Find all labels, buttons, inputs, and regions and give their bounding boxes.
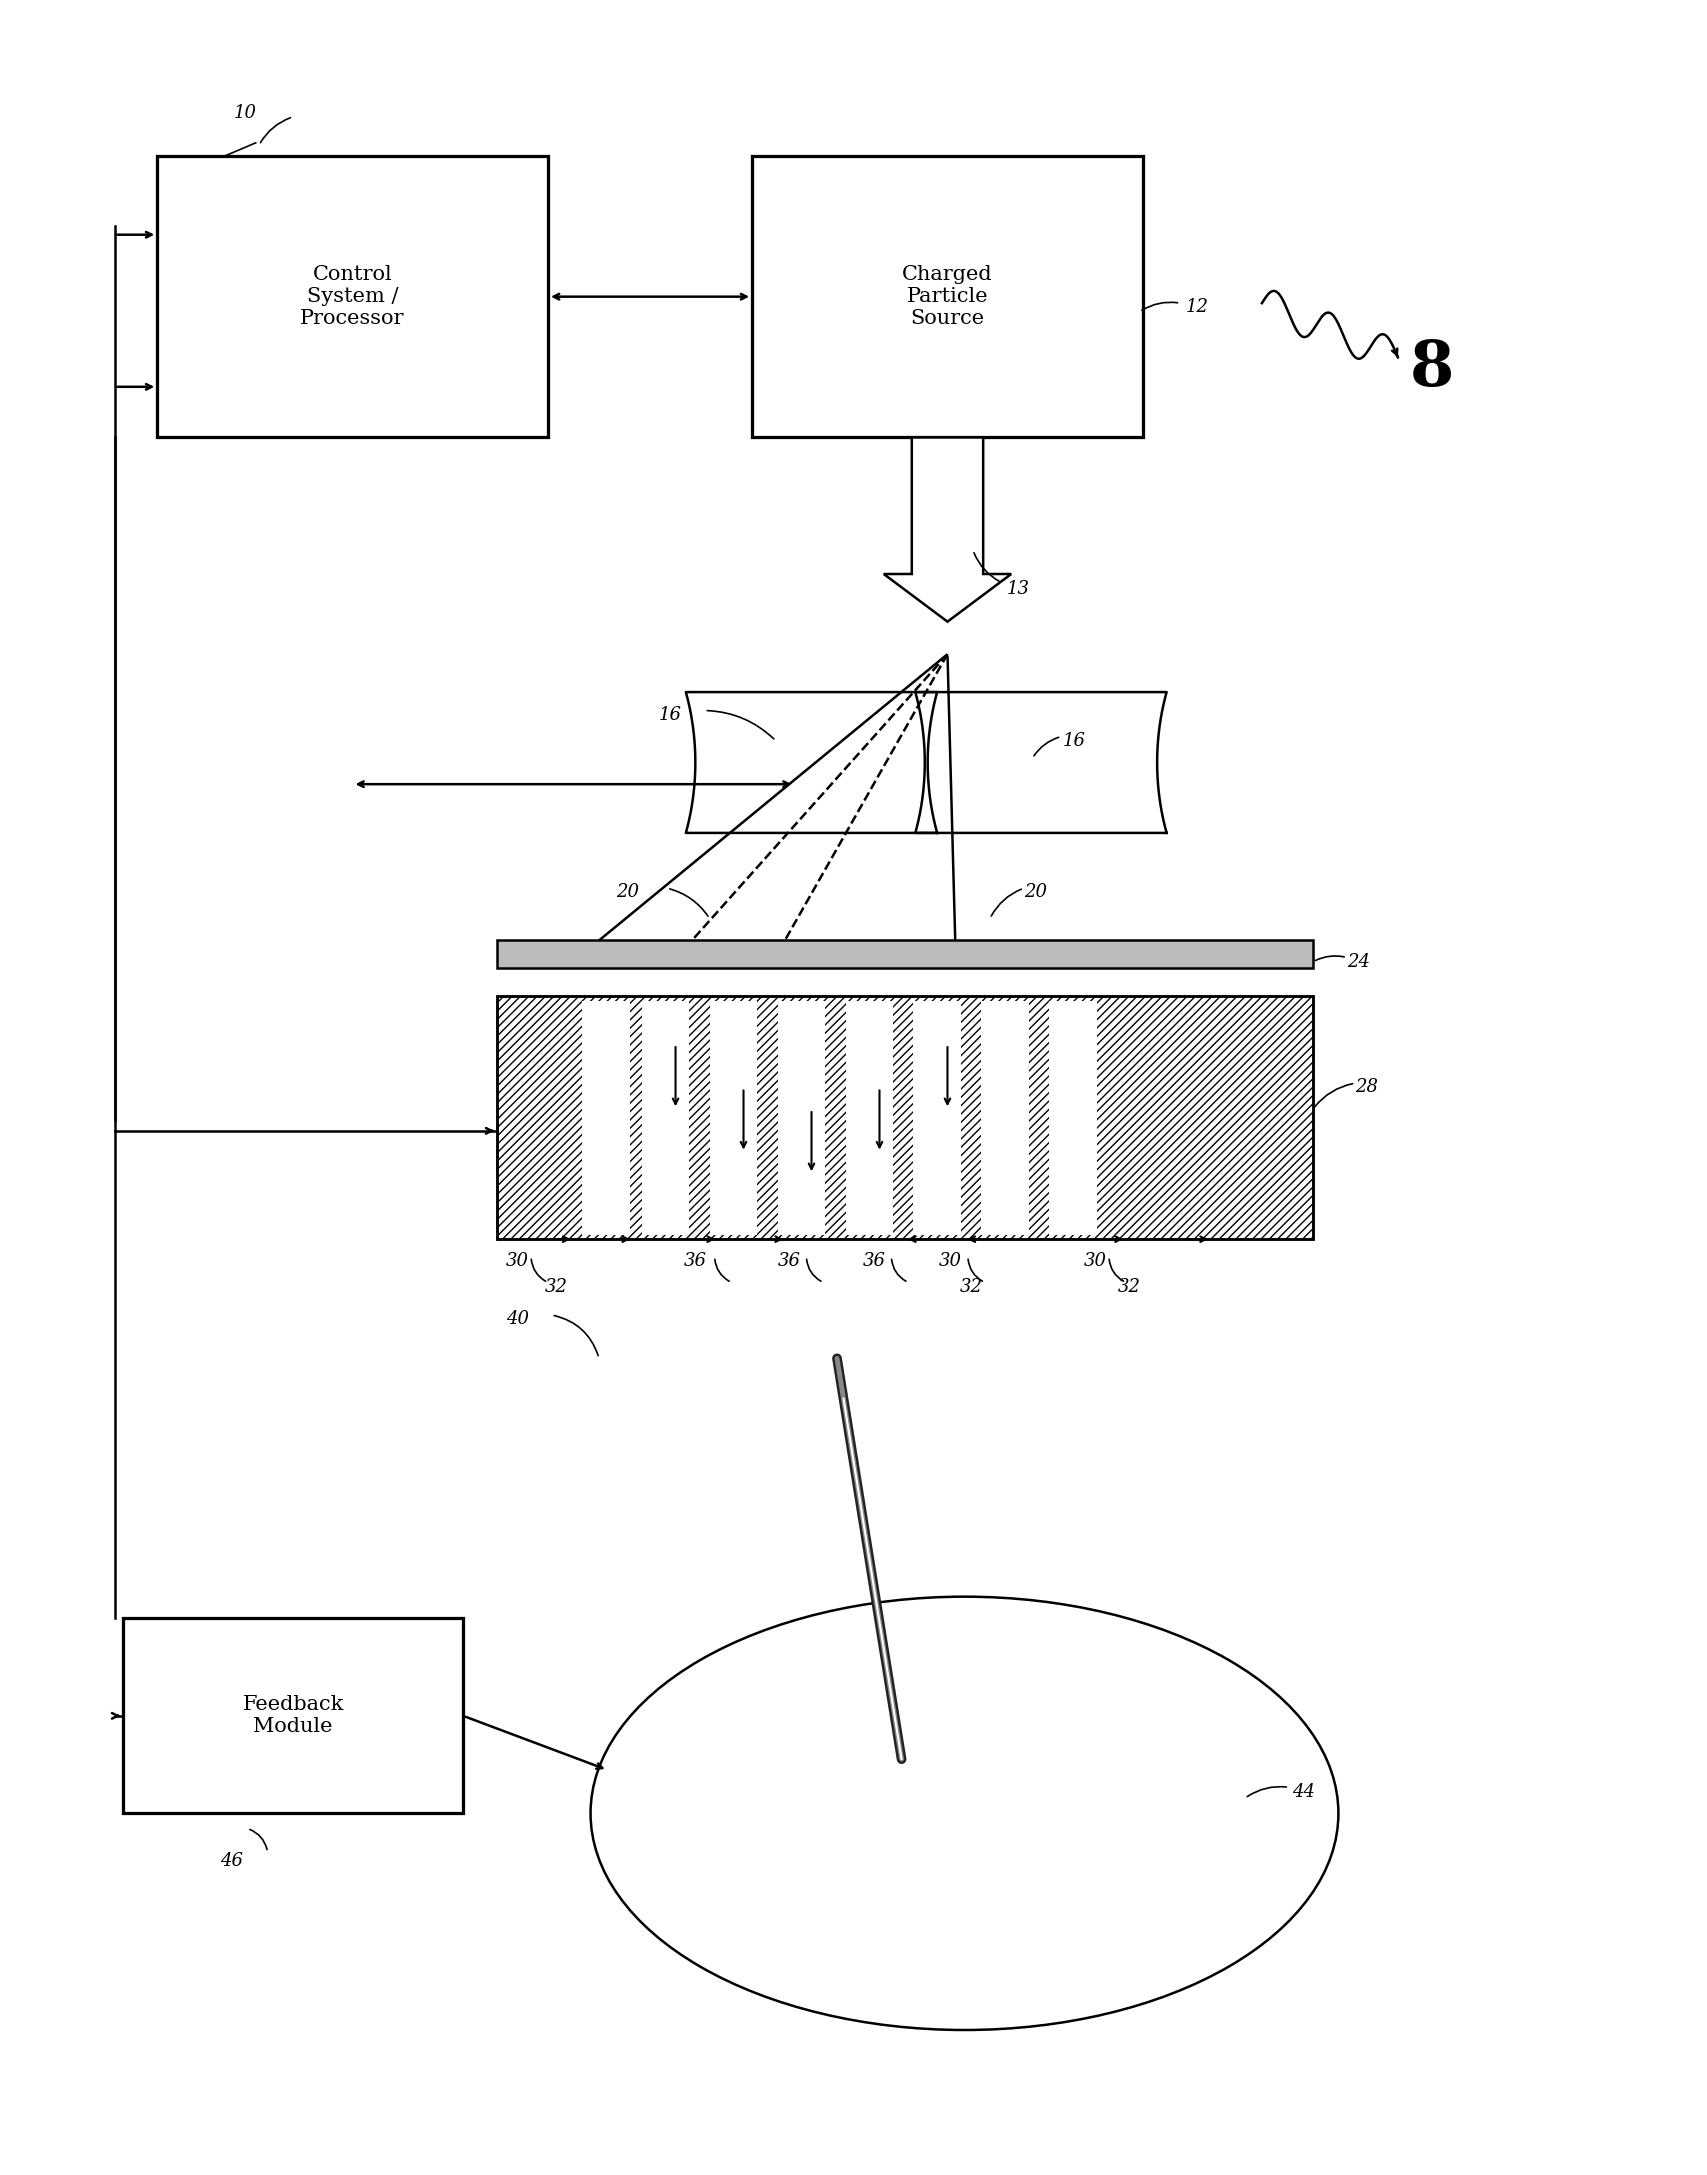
Text: 12: 12 <box>1185 298 1209 318</box>
Text: Charged
Particle
Source: Charged Particle Source <box>901 265 992 328</box>
Text: Control
System /
Processor: Control System / Processor <box>300 265 405 328</box>
FancyBboxPatch shape <box>751 157 1142 437</box>
Text: 20: 20 <box>616 883 638 900</box>
Polygon shape <box>883 437 1011 622</box>
Text: 13: 13 <box>1007 581 1029 598</box>
Text: Feedback
Module: Feedback Module <box>242 1694 343 1736</box>
Bar <box>497 996 1313 1240</box>
Ellipse shape <box>591 1596 1338 2029</box>
FancyBboxPatch shape <box>123 1618 463 1814</box>
Text: 36: 36 <box>777 1253 801 1270</box>
Text: 32: 32 <box>1116 1279 1140 1296</box>
FancyBboxPatch shape <box>157 157 548 437</box>
Text: 46: 46 <box>220 1851 242 1870</box>
Text: 30: 30 <box>1082 1253 1106 1270</box>
Text: 28: 28 <box>1355 1079 1378 1096</box>
Bar <box>845 1000 893 1235</box>
Text: 32: 32 <box>545 1279 567 1296</box>
Bar <box>642 1000 688 1235</box>
Text: 32: 32 <box>959 1279 982 1296</box>
Text: 40: 40 <box>505 1309 527 1329</box>
Text: 16: 16 <box>659 707 681 724</box>
Text: 10: 10 <box>234 104 256 122</box>
Text: 30: 30 <box>939 1253 961 1270</box>
Text: 44: 44 <box>1292 1784 1314 1801</box>
Bar <box>708 1000 756 1235</box>
Bar <box>982 1000 1028 1235</box>
Bar <box>913 1000 961 1235</box>
Text: 20: 20 <box>1024 883 1046 900</box>
Bar <box>497 940 1313 968</box>
Text: 8: 8 <box>1408 337 1453 398</box>
Bar <box>582 1000 630 1235</box>
Text: 16: 16 <box>1062 731 1086 750</box>
Text: 36: 36 <box>862 1253 884 1270</box>
Bar <box>1048 1000 1096 1235</box>
Bar <box>777 1000 824 1235</box>
Bar <box>497 996 1313 1240</box>
Text: 30: 30 <box>505 1253 527 1270</box>
Text: 24: 24 <box>1347 953 1369 970</box>
Text: 36: 36 <box>683 1253 707 1270</box>
